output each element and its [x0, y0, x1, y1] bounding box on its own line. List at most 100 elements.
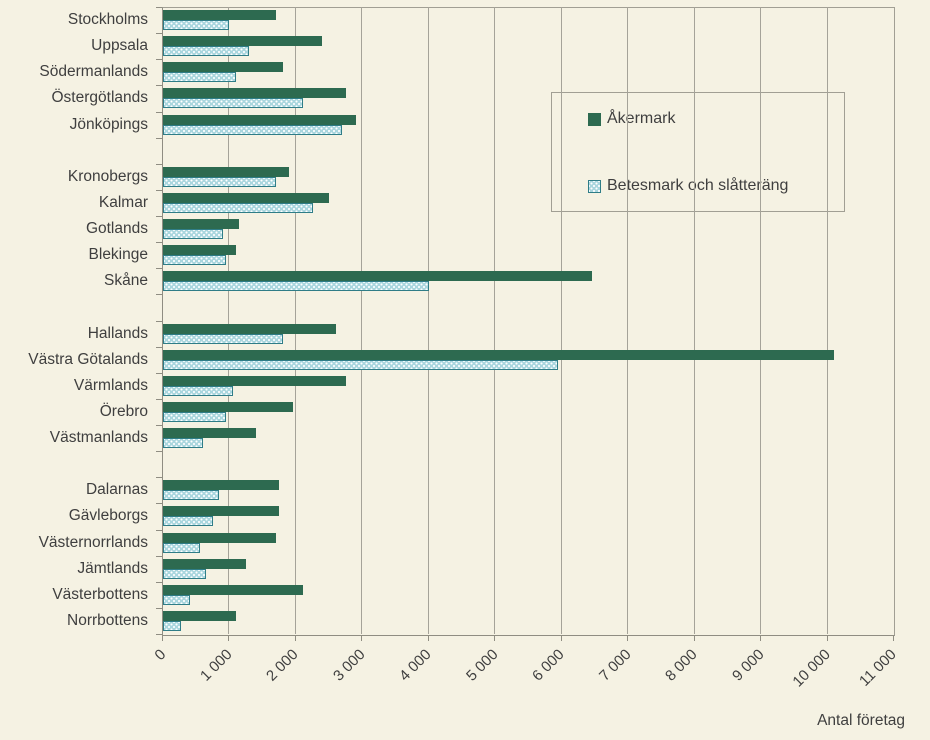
- category-label-vastmanlands: Västmanlands: [49, 429, 148, 447]
- bar-akermark-vastra-gotalands: [163, 349, 835, 360]
- bar-betesmark-kalmar: [163, 202, 313, 213]
- x-axis-title: Antal företag: [817, 712, 905, 729]
- y-axis-tick: [156, 451, 162, 453]
- category-label-norrbottens: Norrbottens: [67, 611, 148, 629]
- bar-betesmark-vastmanlands: [163, 438, 203, 448]
- gridline-7000: [627, 7, 629, 634]
- bar-betesmark-jonkopings: [163, 124, 343, 135]
- category-label-gotlands: Gotlands: [85, 220, 148, 238]
- category-label-jonkopings: Jönköpings: [69, 115, 148, 133]
- bar-akermark-varmlands: [163, 375, 346, 386]
- x-tick-label-1000: 1 000: [196, 646, 236, 685]
- bar-akermark-hallands: [163, 323, 336, 334]
- bar-betesmark-skane: [163, 281, 429, 292]
- x-axis-tick: [627, 635, 629, 641]
- y-axis-tick: [156, 242, 162, 244]
- gridline-8000: [693, 7, 695, 634]
- plot-area: [162, 7, 895, 636]
- gridline-9000: [760, 7, 762, 634]
- bar-akermark-orebro: [163, 401, 293, 412]
- bar-betesmark-gotlands: [163, 229, 223, 239]
- bar-akermark-jonkopings: [163, 114, 356, 125]
- y-axis-tick: [156, 398, 162, 400]
- gridline-5000: [494, 7, 496, 634]
- x-tick-label-7000: 7 000: [595, 646, 635, 685]
- bar-akermark-jamtlands: [163, 558, 247, 569]
- bar-betesmark-norrbottens: [163, 620, 181, 631]
- category-label-sodermanlands: Södermanlands: [39, 63, 148, 81]
- x-tick-label-2000: 2 000: [263, 646, 302, 685]
- bar-betesmark-gavleborgs: [163, 516, 213, 527]
- bar-akermark-kalmar: [163, 192, 330, 203]
- bar-akermark-sodermanlands: [163, 62, 283, 73]
- category-label-dalarnas: Dalarnas: [85, 481, 148, 499]
- category-label-blekinge: Blekinge: [88, 246, 148, 264]
- y-axis-tick: [156, 85, 162, 87]
- bar-akermark-norrbottens: [163, 610, 237, 621]
- gridline-3000: [361, 7, 363, 634]
- x-tick-label-4000: 4 000: [396, 646, 435, 685]
- y-axis-tick: [156, 59, 162, 61]
- category-label-skane: Skåne: [104, 272, 148, 290]
- bar-betesmark-uppsala: [163, 46, 250, 57]
- y-axis-tick: [156, 607, 162, 609]
- bar-akermark-skane: [163, 271, 592, 282]
- bar-akermark-dalarnas: [163, 480, 280, 491]
- gridline-1000: [228, 7, 230, 634]
- y-axis-tick: [156, 111, 162, 113]
- bar-betesmark-vasterbottens: [163, 594, 190, 605]
- gridline-6000: [560, 7, 562, 634]
- bar-akermark-vasternorrlands: [163, 532, 276, 543]
- bar-betesmark-stockholms: [163, 20, 230, 30]
- bar-betesmark-vasternorrlands: [163, 542, 200, 553]
- category-label-vasterbottens: Västerbottens: [52, 585, 148, 603]
- bar-betesmark-vastra-gotalands: [163, 359, 559, 370]
- y-axis-tick: [156, 216, 162, 217]
- x-axis-tick: [760, 635, 762, 641]
- bar-betesmark-blekinge: [163, 255, 227, 266]
- legend-item-betesmark: Betesmark och slåtteräng: [588, 177, 789, 194]
- y-axis-tick: [156, 189, 162, 191]
- legend-item-akermark: Åkermark: [588, 110, 676, 127]
- x-axis-tick: [294, 635, 296, 641]
- akermark-swatch-icon: [588, 112, 601, 126]
- y-axis-tick: [156, 477, 162, 479]
- x-axis-tick: [228, 635, 230, 641]
- gridline-4000: [427, 7, 429, 634]
- category-label-ostergotlands: Östergötlands: [51, 89, 149, 107]
- category-label-stockholms: Stockholms: [67, 11, 148, 29]
- bar-betesmark-orebro: [163, 411, 227, 422]
- category-label-kronobergs: Kronobergs: [67, 167, 148, 185]
- gridline-10000: [826, 7, 828, 634]
- betesmark-swatch-icon: [588, 179, 601, 193]
- category-label-orebro: Örebro: [99, 402, 148, 420]
- y-axis-tick: [156, 7, 162, 8]
- y-axis-tick: [156, 268, 162, 270]
- x-tick-label-8000: 8 000: [662, 646, 701, 685]
- bar-akermark-vasterbottens: [163, 584, 303, 595]
- bar-betesmark-hallands: [163, 333, 283, 344]
- y-axis-tick: [156, 503, 162, 505]
- bar-akermark-kronobergs: [163, 166, 290, 177]
- x-axis-tick: [826, 635, 828, 641]
- x-axis-tick: [693, 635, 695, 641]
- category-label-vastra-gotalands: Västra Götalands: [28, 350, 148, 368]
- y-axis-tick: [156, 346, 162, 348]
- x-axis-tick: [427, 635, 429, 641]
- x-tick-label-0: 0: [151, 646, 170, 664]
- legend-label-akermark: Åkermark: [607, 110, 676, 127]
- y-axis-tick: [156, 320, 162, 322]
- legend-label-betesmark: Betesmark och slåtteräng: [607, 177, 789, 194]
- y-axis-tick: [156, 555, 162, 557]
- bar-betesmark-sodermanlands: [163, 72, 237, 83]
- category-label-uppsala: Uppsala: [91, 37, 148, 55]
- category-label-jamtlands: Jämtlands: [77, 559, 148, 577]
- category-label-vasternorrlands: Västernorrlands: [38, 533, 148, 551]
- bar-akermark-gavleborgs: [163, 506, 280, 517]
- bar-betesmark-ostergotlands: [163, 98, 303, 109]
- bar-betesmark-jamtlands: [163, 568, 207, 579]
- y-axis-tick: [156, 634, 162, 635]
- y-axis-tick: [156, 529, 162, 531]
- category-label-kalmar: Kalmar: [98, 193, 148, 211]
